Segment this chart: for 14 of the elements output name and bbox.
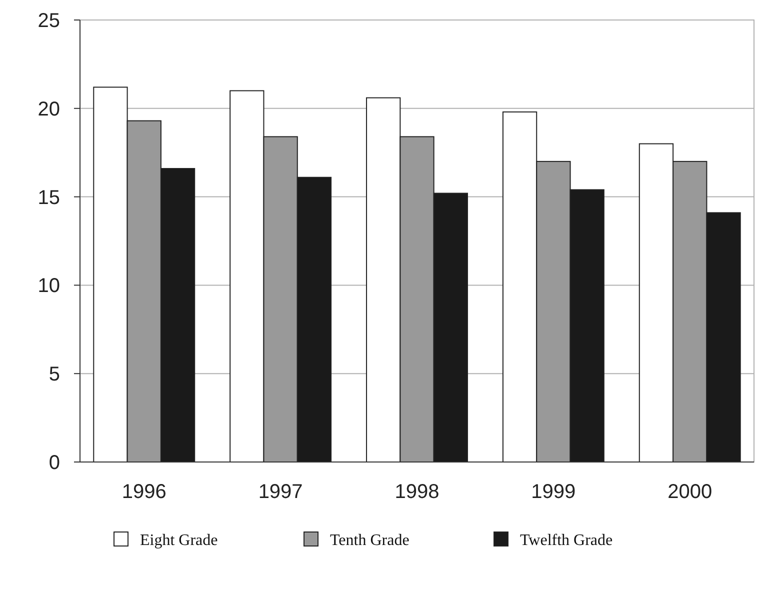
y-tick-label: 0 — [48, 452, 60, 474]
y-tick-label: 15 — [38, 186, 60, 209]
y-tick-label: 25 — [38, 10, 60, 32]
legend-label: Eight Grade — [140, 532, 218, 549]
legend-label: Tenth Grade — [330, 532, 410, 549]
y-tick-label: 10 — [38, 275, 60, 298]
x-tick-label: 1998 — [394, 481, 440, 503]
x-tick-label: 2000 — [668, 481, 712, 503]
x-tick-label: 1997 — [258, 481, 303, 503]
legend-label: Twelfth Grade — [520, 532, 613, 549]
y-tick-label: 5 — [48, 364, 60, 386]
x-tick-label: 1996 — [122, 481, 166, 503]
y-tick-label: 20 — [38, 98, 60, 120]
x-tick-label: 1999 — [531, 481, 576, 503]
